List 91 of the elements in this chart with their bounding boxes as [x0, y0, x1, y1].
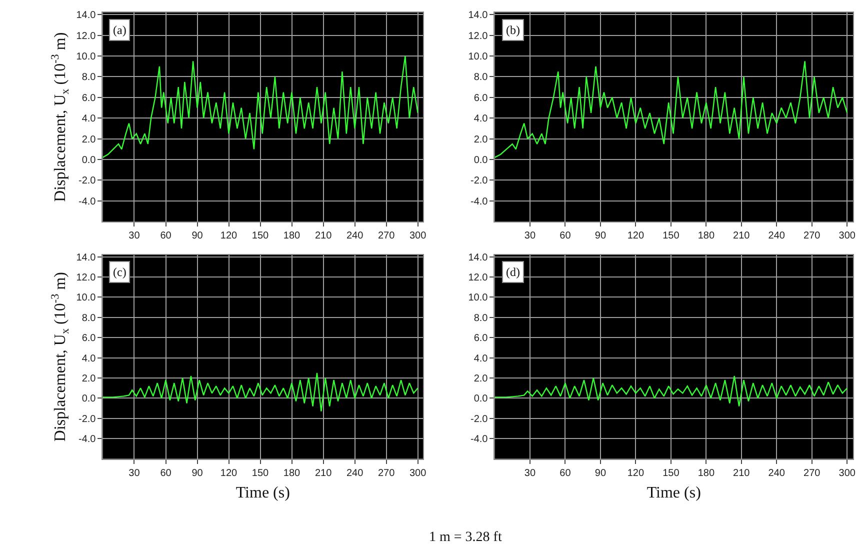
x-tick-label: 180	[283, 230, 301, 242]
x-tick-label: 60	[560, 230, 572, 242]
line-series	[102, 372, 418, 412]
y-tick-label: 14.0	[468, 252, 488, 264]
x-tick-label: 60	[560, 468, 572, 479]
y-tick-label: -4.0	[78, 196, 96, 208]
y-tick-label: 2.0	[82, 134, 96, 146]
x-tick-label: 270	[378, 468, 396, 479]
x-tick-label: 210	[314, 230, 332, 242]
x-tick-label: 210	[733, 230, 750, 242]
x-tick-label: 90	[192, 230, 204, 242]
y-tick-label: -4.0	[470, 196, 488, 208]
y-tick-label: 4.0	[82, 353, 96, 364]
x-tick-label: 90	[594, 230, 606, 242]
x-tick-label: 60	[160, 230, 172, 242]
y-tick-label: 0.0	[82, 155, 96, 166]
x-tick-label: 210	[314, 468, 332, 479]
y-tick-label: 14.0	[468, 10, 488, 22]
y-tick-label: 12.0	[468, 30, 488, 42]
x-tick-label: 300	[409, 468, 427, 479]
y-tick-label: 12.0	[468, 272, 488, 284]
y-tick-label: 8.0	[82, 72, 96, 84]
y-tick-label: 0.0	[82, 394, 96, 405]
annotation: (d)	[506, 265, 520, 279]
y-tick-label: 8.0	[474, 312, 488, 324]
x-tick-label: 120	[627, 468, 644, 479]
y-tick-label: 10.0	[468, 292, 488, 304]
y-tick-label: -2.0	[78, 176, 96, 187]
x-tick-label: 30	[128, 468, 140, 479]
x-tick-label: 240	[768, 468, 786, 479]
y-tick-label: -2.0	[470, 176, 488, 187]
x-tick-label: 300	[409, 230, 427, 242]
annotation: (a)	[113, 23, 126, 37]
x-tick-label: 270	[378, 230, 396, 242]
x-tick-label: 240	[346, 468, 364, 479]
x-tick-label: 180	[698, 230, 715, 242]
y-tick-label: 4.0	[474, 353, 488, 364]
y-tick-label: 4.0	[82, 114, 96, 125]
y-tick-label: 10.0	[76, 52, 96, 63]
y-tick-label: 10.0	[76, 292, 96, 304]
x-tick-label: 60	[160, 468, 172, 479]
y-tick-label: 2.0	[82, 374, 96, 385]
x-tick-label: 120	[220, 468, 238, 479]
x-tick-label: 240	[346, 230, 364, 242]
y-tick-label: -4.0	[78, 434, 96, 446]
x-tick-label: 270	[804, 230, 821, 242]
y-tick-label: 2.0	[474, 134, 488, 146]
x-tick-label: 180	[698, 468, 715, 479]
x-tick-label: 120	[627, 230, 644, 242]
x-tick-label: 30	[524, 468, 536, 479]
line-series	[494, 60, 848, 158]
x-tick-label: 90	[594, 468, 606, 479]
x-tick-label: 90	[192, 468, 204, 479]
y-tick-label: 14.0	[76, 252, 96, 264]
y-tick-label: 6.0	[474, 333, 488, 344]
annotation: (c)	[113, 265, 126, 279]
y-tick-label: 12.0	[76, 30, 96, 42]
y-tick-label: -4.0	[470, 434, 488, 446]
y-tick-label: 2.0	[474, 374, 488, 385]
x-tick-label: 300	[838, 230, 856, 242]
x-tick-label: 150	[662, 468, 680, 479]
text: 1 m = 3.28 ft	[429, 530, 502, 545]
x-tick-label: 150	[252, 230, 270, 242]
y-tick-label: 0.0	[474, 155, 488, 166]
x-tick-label: 150	[252, 468, 270, 479]
x-tick-label: 30	[524, 230, 536, 242]
y-tick-label: 0.0	[474, 394, 488, 405]
x-tick-label: 120	[220, 230, 238, 242]
x-tick-label: 210	[733, 468, 750, 479]
x-axis-title: Time (s)	[646, 484, 701, 502]
x-tick-label: 270	[804, 468, 821, 479]
y-tick-label: 10.0	[468, 52, 488, 63]
y-tick-label: 4.0	[474, 114, 488, 125]
y-tick-label: 8.0	[474, 72, 488, 84]
y-tick-label: 6.0	[474, 92, 488, 104]
y-tick-label: 6.0	[82, 333, 96, 344]
annotation: (b)	[506, 23, 520, 37]
x-tick-label: 30	[128, 230, 140, 242]
x-tick-label: 150	[662, 230, 680, 242]
y-tick-label: 12.0	[76, 272, 96, 284]
x-tick-label: 240	[768, 230, 786, 242]
y-tick-label: 6.0	[82, 92, 96, 104]
y-tick-label: 14.0	[76, 10, 96, 22]
x-axis-title: Time (s)	[236, 484, 290, 502]
line-series	[102, 55, 418, 158]
y-tick-label: -2.0	[78, 414, 96, 425]
line-series	[494, 375, 848, 407]
x-tick-label: 300	[838, 468, 856, 479]
y-tick-label: -2.0	[470, 414, 488, 425]
x-tick-label: 180	[283, 468, 301, 479]
y-tick-label: 8.0	[82, 312, 96, 324]
